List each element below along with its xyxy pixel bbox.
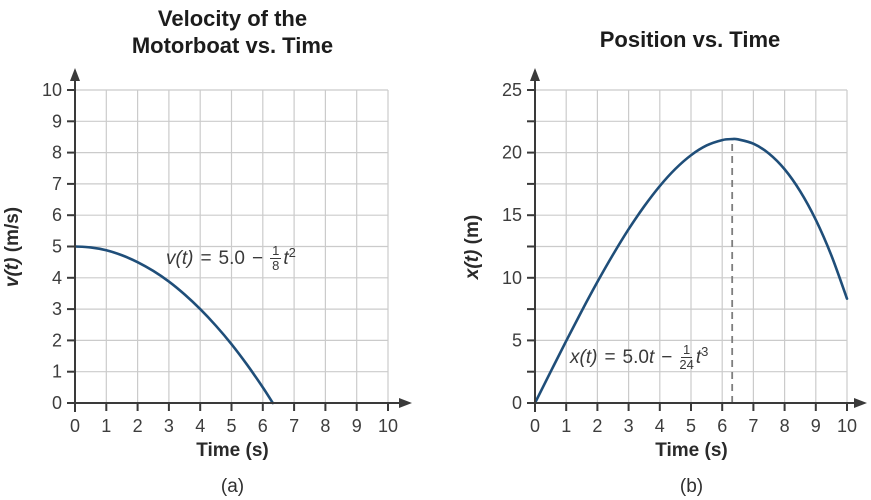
x-tick-label: 6 [717, 416, 727, 436]
equation-fraction: 1 8 [270, 243, 282, 274]
fraction-denominator: 8 [272, 258, 280, 274]
title-line-1: Velocity of the [157, 6, 308, 31]
equation-variable: t [283, 247, 289, 269]
x-tick-label: 10 [837, 416, 857, 436]
y-tick-label: 7 [52, 174, 62, 194]
equation-equals: = [604, 346, 616, 368]
y-tick-label: 5 [52, 237, 62, 257]
y-tick-label: 10 [42, 80, 62, 100]
x-tick-label: 1 [101, 416, 111, 436]
y-tick-label: 9 [52, 111, 62, 131]
equation-variable: t [695, 346, 702, 368]
figure-caption-b: (b) [679, 476, 704, 497]
x-tick-label: 7 [289, 416, 299, 436]
position-vs-time-curve [533, 137, 849, 405]
velocity-x-axis-label: Time (s) [196, 440, 269, 461]
fraction-numerator: 1 [680, 342, 693, 359]
equation-lhs: v(t) [166, 247, 194, 269]
x-tick-label: 4 [195, 416, 205, 436]
x-tick-label: 5 [226, 416, 236, 436]
fraction-numerator: 1 [270, 243, 282, 260]
x-tick-label: 4 [655, 416, 665, 436]
y-tick-label: 1 [52, 362, 62, 382]
figure-caption-a: (a) [220, 476, 245, 497]
velocity-vs-time-curve [73, 245, 275, 405]
y-tick-label: 5 [512, 330, 522, 350]
y-tick-label: 2 [52, 330, 62, 350]
equation-minus: − [251, 247, 264, 269]
equation-lhs: x(t) [570, 346, 598, 368]
equation-exponent: 2 [288, 245, 296, 261]
equation-coefficient-var: t [648, 346, 655, 368]
equation-coefficient: 5.0 [218, 247, 245, 269]
x-tick-label: 9 [811, 416, 821, 436]
equation-fraction: 1 24 [679, 342, 694, 373]
x-tick-label: 0 [70, 416, 80, 436]
title-line-1: Position vs. Time [599, 27, 781, 52]
y-tick-label: 0 [52, 393, 62, 413]
x-axis-arrow [399, 398, 412, 408]
y-tick-label: 15 [502, 205, 522, 225]
y-tick-label: 4 [52, 268, 62, 288]
x-tick-label: 3 [624, 416, 634, 436]
velocity-chart-title: Velocity of the Motorboat vs. Time [60, 5, 405, 59]
x-tick-label: 3 [164, 416, 174, 436]
x-tick-label: 8 [780, 416, 790, 436]
y-tick-label: 25 [502, 80, 522, 100]
y-axis-arrow [530, 68, 540, 81]
equation-exponent: 3 [701, 344, 709, 360]
x-tick-label: 2 [133, 416, 143, 436]
y-axis-arrow [70, 68, 80, 81]
x-axis-arrow [854, 398, 867, 408]
x-tick-label: 6 [258, 416, 268, 436]
x-tick-label: 7 [748, 416, 758, 436]
y-tick-label: 3 [52, 299, 62, 319]
y-tick-label: 8 [52, 143, 62, 163]
y-tick-label: 6 [52, 205, 62, 225]
x-tick-label: 5 [686, 416, 696, 436]
title-line-2: Motorboat vs. Time [131, 33, 334, 58]
x-tick-label: 2 [592, 416, 602, 436]
y-tick-label: 20 [502, 143, 522, 163]
position-chart-title: Position vs. Time [530, 26, 850, 53]
equation-equals: = [200, 247, 212, 269]
fraction-denominator: 24 [679, 357, 694, 373]
x-tick-label: 9 [352, 416, 362, 436]
x-tick-label: 1 [561, 416, 571, 436]
equation-minus: − [661, 346, 673, 368]
equation-coefficient: 5.0 [622, 346, 649, 368]
x-tick-label: 10 [378, 416, 398, 436]
position-x-axis-label: Time (s) [655, 440, 728, 461]
y-tick-label: 10 [502, 268, 522, 288]
y-tick-label: 0 [512, 393, 522, 413]
x-tick-label: 8 [320, 416, 330, 436]
x-tick-label: 0 [530, 416, 540, 436]
